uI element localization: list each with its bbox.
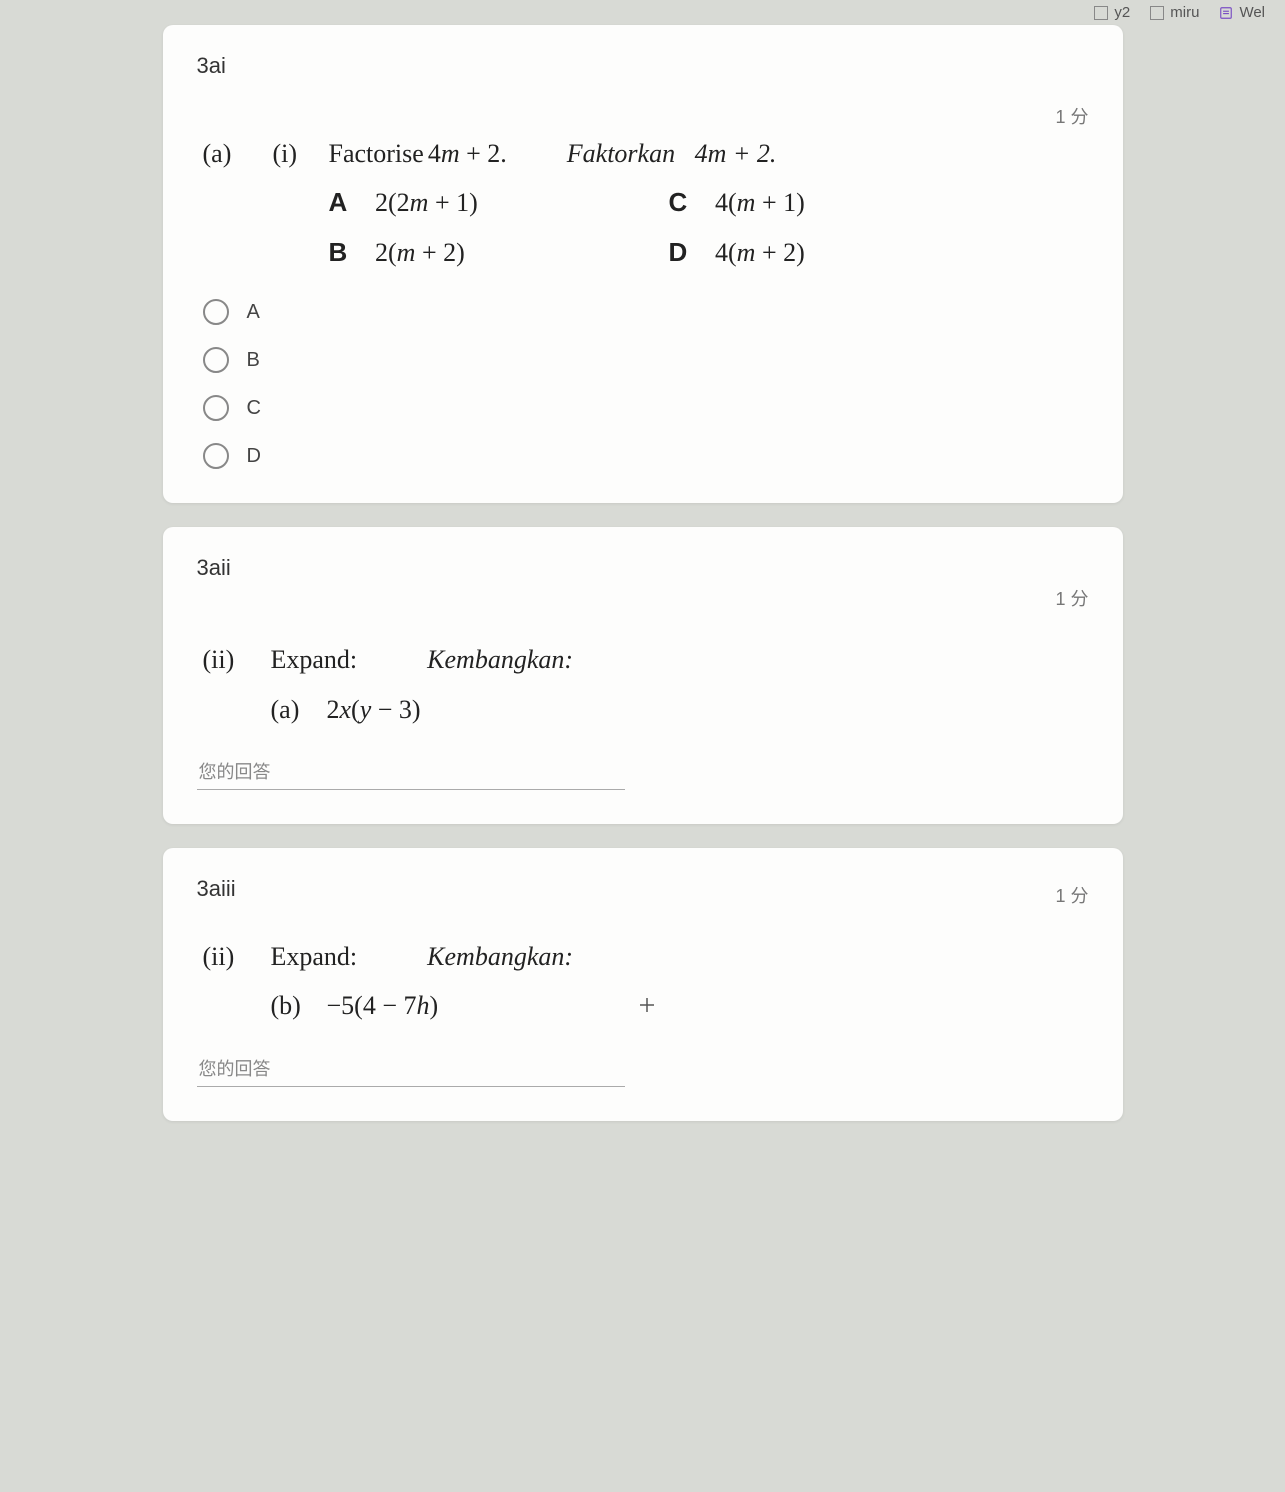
tab-box-icon: [1150, 6, 1164, 20]
points-label: 1 分: [1055, 585, 1088, 611]
radio-label: D: [247, 445, 261, 468]
browser-tab-strip: y2 miru Wel: [0, 0, 1285, 25]
radio-label: C: [247, 397, 261, 420]
answer-input[interactable]: [197, 756, 625, 790]
form-container: 3ai 1 分 (a) (i) Factorise 4m + 2. Faktor…: [123, 25, 1163, 1185]
browser-tab-y2[interactable]: y2: [1094, 4, 1130, 21]
question-label: 3ai: [197, 53, 226, 79]
card-header: 3ai: [197, 53, 1089, 79]
points-label: 1 分: [197, 103, 1089, 129]
expression-2a: 2x(y − 3): [327, 685, 421, 734]
expression-my: 4m + 2.: [695, 139, 777, 168]
sub-label-b: (b): [271, 981, 327, 1030]
question-body: (ii) Expand: Kembangkan: (b) −5(4 − 7h): [197, 932, 1089, 1031]
question-card-3aiii: 3aiii 1 分 (ii) Expand: Kembangkan: (b) −…: [163, 848, 1123, 1121]
expression-en: 4m + 2.: [428, 129, 507, 178]
instruction-en: Factorise: [329, 129, 424, 178]
part-ii-label: (ii): [203, 932, 271, 981]
instruction-my: Faktorkan: [567, 139, 675, 168]
forms-icon: [1219, 6, 1233, 20]
instruction-my: Kembangkan:: [427, 932, 573, 981]
option-d-text: 4(m + 2): [715, 238, 805, 267]
card-header: 3aiii 1 分: [197, 876, 1089, 908]
radio-group: A B C D: [197, 299, 1089, 469]
browser-tab-label: y2: [1114, 4, 1130, 21]
radio-circle-icon: [203, 443, 229, 469]
option-d-letter: D: [669, 228, 709, 277]
browser-tab-wel[interactable]: Wel: [1219, 4, 1265, 21]
answer-input-wrap: [197, 756, 1089, 790]
radio-label: B: [247, 349, 260, 372]
option-c-text: 4(m + 1): [715, 188, 805, 217]
radio-circle-icon: [203, 395, 229, 421]
option-a-text: 2(2m + 1): [375, 188, 478, 217]
radio-option-b[interactable]: B: [203, 347, 1089, 373]
points-label: 1 分: [1055, 882, 1088, 908]
question-body: (a) (i) Factorise 4m + 2. Faktorkan 4m +…: [197, 129, 1089, 277]
question-card-3aii: 3aii 1 分 (ii) Expand: Kembangkan: (a) 2x…: [163, 527, 1123, 824]
browser-tab-miru[interactable]: miru: [1150, 4, 1199, 21]
radio-option-a[interactable]: A: [203, 299, 1089, 325]
question-card-3ai: 3ai 1 分 (a) (i) Factorise 4m + 2. Faktor…: [163, 25, 1123, 503]
browser-tab-label: miru: [1170, 4, 1199, 21]
instruction-en: Expand:: [271, 932, 358, 981]
instruction-en: Expand:: [271, 635, 358, 684]
part-i-label: (i): [273, 129, 329, 178]
radio-circle-icon: [203, 347, 229, 373]
cursor-plus-icon: [638, 981, 656, 1030]
option-b-letter: B: [329, 228, 369, 277]
sub-label-a: (a): [271, 685, 327, 734]
question-label: 3aiii: [197, 876, 236, 902]
expression-2b: −5(4 − 7h): [327, 981, 439, 1030]
radio-option-c[interactable]: C: [203, 395, 1089, 421]
option-b-text: 2(m + 2): [375, 238, 465, 267]
tab-box-icon: [1094, 6, 1108, 20]
answer-input[interactable]: [197, 1053, 625, 1087]
part-a-label: (a): [203, 129, 273, 178]
radio-option-d[interactable]: D: [203, 443, 1089, 469]
card-header: 3aii 1 分: [197, 555, 1089, 611]
option-c-letter: C: [669, 178, 709, 227]
option-a-letter: A: [329, 178, 369, 227]
browser-tab-label: Wel: [1239, 4, 1265, 21]
answer-input-wrap: [197, 1053, 1089, 1087]
radio-label: A: [247, 301, 260, 324]
question-body: (ii) Expand: Kembangkan: (a) 2x(y − 3): [197, 635, 1089, 734]
part-ii-label: (ii): [203, 635, 271, 684]
radio-circle-icon: [203, 299, 229, 325]
question-label: 3aii: [197, 555, 231, 581]
instruction-my: Kembangkan:: [427, 635, 573, 684]
